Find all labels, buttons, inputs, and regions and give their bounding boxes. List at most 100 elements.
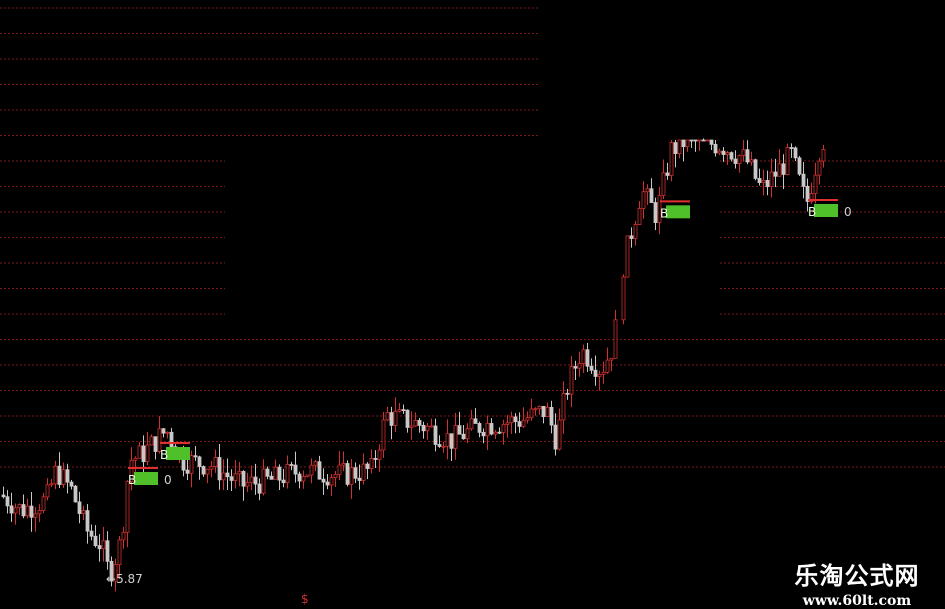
candle-down <box>277 466 282 481</box>
candle-up <box>377 449 382 460</box>
candle-down <box>457 425 462 435</box>
candle-up <box>149 436 154 446</box>
candle-up <box>633 224 638 239</box>
candle-down <box>653 202 658 223</box>
candle-down <box>477 423 482 433</box>
candle-up <box>533 408 538 411</box>
candle-up <box>493 431 498 435</box>
candle-down <box>489 423 494 435</box>
candle-up <box>609 357 614 361</box>
candle-up <box>769 171 774 188</box>
candle-up <box>809 193 814 202</box>
candle-up <box>469 418 474 430</box>
candle-up <box>329 477 334 486</box>
candle-down <box>701 139 706 142</box>
candle-up <box>245 482 250 487</box>
candle-up <box>361 463 366 481</box>
candle-up <box>601 371 606 375</box>
candle-down <box>801 173 806 187</box>
candle-down <box>773 171 778 177</box>
candle-down <box>293 464 298 475</box>
candle-down <box>57 465 62 485</box>
candle-up <box>381 419 386 451</box>
candle-up <box>61 469 66 485</box>
candle-down <box>97 545 102 550</box>
candle-up <box>685 139 690 148</box>
candle-down <box>289 464 294 466</box>
candle-up <box>521 419 526 427</box>
signal-value: 0 <box>844 205 852 219</box>
candle-down <box>69 481 74 487</box>
candle-down <box>241 471 246 487</box>
candle-up <box>337 464 342 475</box>
candle-up <box>117 539 122 566</box>
candle-down <box>353 467 358 479</box>
candle-down <box>433 425 438 445</box>
candle-up <box>53 465 58 485</box>
candle-down <box>789 147 794 149</box>
candle-down <box>401 409 406 412</box>
candle-up <box>189 455 194 474</box>
candle-up <box>413 420 418 427</box>
candle-down <box>5 496 10 507</box>
candle-up <box>369 458 374 469</box>
candle-down <box>73 485 78 503</box>
signal-label: B <box>128 473 136 487</box>
candle-down <box>481 431 486 437</box>
candle-up <box>397 409 402 412</box>
mask-region <box>225 150 720 330</box>
candle-down <box>357 477 362 481</box>
candle-up <box>501 424 506 433</box>
candle-down <box>281 479 286 484</box>
watermark: 乐淘公式网 www.60lt.com <box>772 556 942 609</box>
watermark-title: 乐淘公式网 <box>794 562 920 590</box>
candle-down <box>729 152 734 160</box>
candle-down <box>65 469 70 483</box>
candle-down <box>473 418 478 424</box>
candle-down <box>573 366 578 369</box>
candle-up <box>309 464 314 476</box>
arrow-left-icon: ← <box>106 572 117 586</box>
candle-up <box>25 505 30 517</box>
candle-down <box>781 163 786 175</box>
candle-up <box>661 172 666 196</box>
candle-up <box>621 276 626 321</box>
candle-up <box>581 349 586 364</box>
candle-up <box>49 483 54 486</box>
min-price-label: ←5.87 <box>106 572 143 586</box>
candle-up <box>113 564 118 582</box>
candle-up <box>221 472 226 481</box>
candle-up <box>205 468 210 475</box>
candle-down <box>665 172 670 176</box>
signal-value: 0 <box>164 473 172 487</box>
candle-down <box>93 535 98 546</box>
candle-down <box>437 444 442 447</box>
candle-up <box>657 195 662 223</box>
candle-down <box>201 466 206 475</box>
candle-up <box>313 461 318 466</box>
candle-up <box>273 466 278 480</box>
candle-up <box>625 235 630 278</box>
candle-down <box>673 142 678 154</box>
candle-up <box>725 152 730 155</box>
candle-up <box>213 457 218 467</box>
candle-up <box>425 425 430 432</box>
signal-label: B <box>808 205 816 219</box>
candle-up <box>537 405 542 410</box>
candle-down <box>225 472 230 478</box>
candle-down <box>417 420 422 426</box>
candle-up <box>557 419 562 450</box>
signal-label: B <box>160 448 168 462</box>
candle-up <box>393 410 398 426</box>
candle-up <box>545 406 550 418</box>
candle-down <box>229 476 234 481</box>
candle-up <box>81 510 86 514</box>
candle-up <box>485 423 490 437</box>
candle-up <box>233 473 238 481</box>
candle-up <box>125 481 130 533</box>
candle-down <box>805 185 810 202</box>
candle-down <box>713 143 718 154</box>
mask-region <box>540 0 945 140</box>
